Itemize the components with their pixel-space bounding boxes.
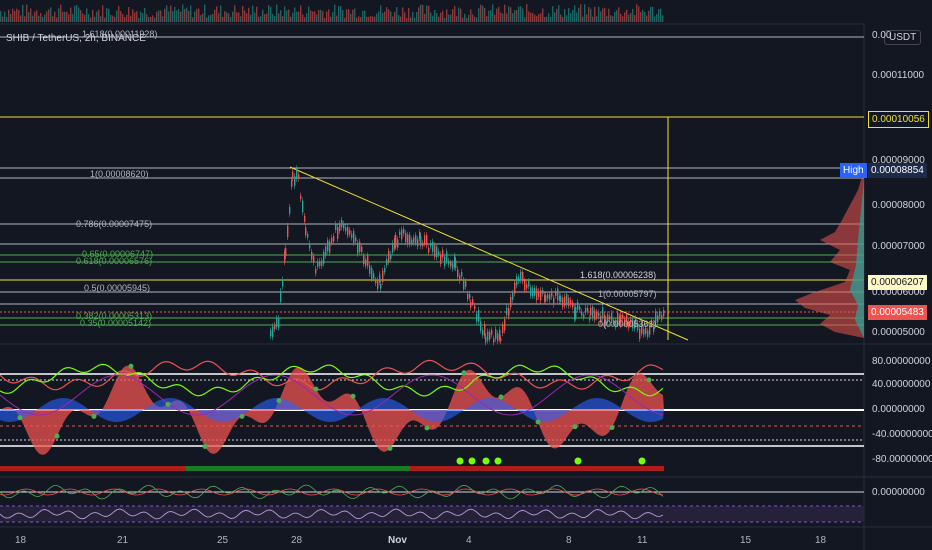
time-axis-label: 11 — [637, 535, 648, 546]
osc-axis-label: 40.00000000 — [872, 379, 931, 390]
fib-label-0786: 0.786(0.00007475) — [76, 219, 153, 229]
price-axis-label: 0.00007000 — [872, 241, 925, 252]
price-axis-label: 0.00009000 — [872, 155, 925, 166]
osc-axis-label: -80.00000000 — [872, 454, 932, 465]
time-axis-label: 28 — [291, 535, 303, 546]
fib-label-035: 0.35(0.00005142) — [80, 318, 152, 328]
candles — [270, 165, 665, 346]
last-price-tag: 0.00005483 — [868, 305, 927, 320]
osc-axis-label: 0.00000000 — [872, 404, 925, 415]
high-label-tag: High — [840, 163, 867, 178]
time-axis-label: 18 — [815, 535, 827, 546]
time-axis-label: 18 — [15, 535, 27, 546]
fib-label-0618: 0.618(0.00006576) — [76, 256, 153, 266]
price-axis-label: 0.00 — [872, 30, 892, 41]
price-axis-label: 0.00011000 — [872, 70, 925, 81]
time-axis-label: Nov — [388, 535, 407, 546]
volume-profile — [795, 170, 864, 338]
fib-label-1618: 1.618(0.00011928) — [82, 29, 158, 39]
fib-recent-zero: 0(0.00005361) — [598, 319, 657, 329]
fib-label-065: 0.65(0.00006747) — [82, 249, 154, 259]
fib-label-05: 0.5(0.00005945) — [84, 283, 151, 293]
fib-recent-one: 1(0.00005797) — [598, 289, 657, 299]
price-axis-label: 0.00005000 — [872, 327, 925, 338]
volume-bars — [0, 4, 664, 23]
symbol-title[interactable]: SHIB / TetherUS, 2h, BINANCE — [6, 33, 146, 44]
price-axis-label: 0.00006000 — [872, 287, 925, 298]
fib-label-0382: 0.382(0.00005313) — [76, 311, 153, 321]
osc-axis-label: 80.00000000 — [872, 356, 931, 367]
trend-line[interactable] — [289, 166, 689, 341]
price-axis-label: 0.00008000 — [872, 200, 925, 211]
oscillator-pane — [0, 359, 864, 471]
time-axis-label: 25 — [217, 535, 229, 546]
time-axis-label: 21 — [117, 535, 129, 546]
lower-axis-label: 0.00000000 — [872, 487, 925, 498]
osc-axis-label: -40.00000000 — [872, 429, 932, 440]
time-axis-label: 15 — [740, 535, 752, 546]
fib-lines — [0, 36, 864, 340]
time-axis-label: 4 — [466, 535, 472, 546]
time-axis-label: 8 — [566, 535, 572, 546]
target-price-tag: 0.00010056 — [868, 111, 929, 128]
fib-label-1: 1(0.00008620) — [90, 169, 149, 179]
lower-pane — [0, 484, 864, 523]
fib-recent-ext: 1.618(0.00006238) — [580, 270, 657, 280]
currency-button[interactable]: USDT — [884, 30, 922, 45]
current-price-tag: 0.00006207 — [868, 275, 927, 290]
high-price-tag: 0.00008854 — [868, 163, 927, 178]
